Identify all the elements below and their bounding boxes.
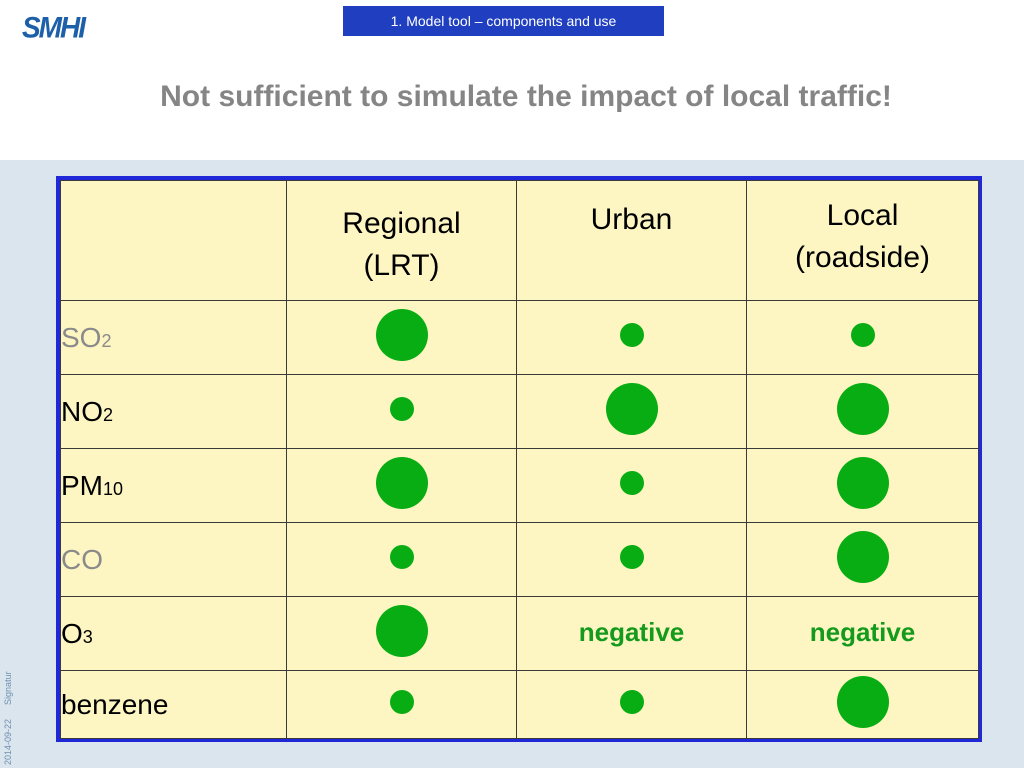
corner-cell — [60, 180, 287, 301]
impact-cell — [286, 448, 517, 523]
pollutant-subscript: 2 — [103, 404, 114, 425]
negative-impact-label: negative — [578, 617, 685, 647]
large-impact-dot-icon — [836, 457, 889, 509]
impact-cell — [516, 300, 747, 375]
slide-title: Not sufficient to simulate the impact of… — [160, 80, 892, 113]
impact-cell — [516, 374, 747, 449]
impact-cell — [746, 448, 979, 523]
impact-cell — [746, 300, 979, 375]
impact-cell: negative — [516, 596, 747, 671]
negative-impact-label: negative — [809, 617, 916, 647]
large-impact-dot-icon — [375, 605, 428, 657]
impact-cell — [746, 670, 979, 739]
pollutant-name: SO — [61, 321, 102, 353]
footer-signature: Signatur — [3, 671, 13, 705]
table-row: SO2 — [60, 300, 979, 375]
large-impact-dot-icon — [836, 531, 889, 583]
section-tag: 1. Model tool – components and use — [343, 6, 664, 36]
small-impact-dot-icon — [619, 323, 644, 347]
row-label-no2: NO2 — [60, 374, 287, 449]
large-impact-dot-icon — [836, 676, 889, 728]
row-label-co: CO — [60, 522, 287, 597]
row-label-pm10: PM10 — [60, 448, 287, 523]
smhi-logo: SMHI — [22, 11, 86, 44]
pollutant-name: NO — [61, 395, 103, 427]
small-impact-dot-icon — [389, 397, 414, 421]
large-impact-dot-icon — [375, 309, 428, 361]
impact-cell — [286, 374, 517, 449]
large-impact-dot-icon — [605, 383, 658, 435]
col-header-line1: Regional — [342, 207, 461, 240]
large-impact-dot-icon — [375, 457, 428, 509]
pollutant-name: O — [61, 617, 83, 649]
pollutant-subscript: 10 — [103, 478, 124, 499]
col-header-line1: Urban — [590, 203, 673, 236]
impact-grid: Regional (LRT) Urban Local (roadside) SO… — [60, 180, 979, 739]
impact-cell — [516, 448, 747, 523]
col-header-line2: (LRT) — [363, 249, 440, 282]
side-footer: 2014-09-22 Signatur — [1, 640, 17, 765]
pollutant-subscript: 3 — [82, 626, 93, 647]
row-label-o3: O3 — [60, 596, 287, 671]
impact-cell — [286, 300, 517, 375]
small-impact-dot-icon — [389, 690, 414, 714]
small-impact-dot-icon — [850, 323, 875, 347]
header-row: Regional (LRT) Urban Local (roadside) — [60, 180, 979, 301]
pollutant-subscript: 2 — [101, 330, 112, 351]
pollutant-name: CO — [61, 543, 103, 575]
impact-cell — [286, 670, 517, 739]
row-label-benzene: benzene — [60, 670, 287, 739]
table-row: PM10 — [60, 448, 979, 523]
pollutant-name: benzene — [61, 688, 169, 720]
small-impact-dot-icon — [619, 690, 644, 714]
table-row: NO2 — [60, 374, 979, 449]
impact-cell — [516, 522, 747, 597]
row-label-so2: SO2 — [60, 300, 287, 375]
impact-table: Regional (LRT) Urban Local (roadside) SO… — [56, 176, 982, 742]
table-row: O3 negative negative — [60, 596, 979, 671]
col-header-local: Local (roadside) — [746, 180, 979, 301]
pollutant-name: PM — [61, 469, 103, 501]
impact-cell — [746, 374, 979, 449]
col-header-line2: (roadside) — [794, 241, 931, 274]
col-header-regional: Regional (LRT) — [286, 180, 517, 301]
impact-cell — [286, 596, 517, 671]
small-impact-dot-icon — [389, 545, 414, 569]
table-row: CO — [60, 522, 979, 597]
footer-date: 2014-09-22 — [3, 718, 13, 765]
small-impact-dot-icon — [619, 471, 644, 495]
table-row: benzene — [60, 670, 979, 739]
impact-cell — [516, 670, 747, 739]
impact-cell: negative — [746, 596, 979, 671]
impact-cell — [746, 522, 979, 597]
small-impact-dot-icon — [619, 545, 644, 569]
impact-cell — [286, 522, 517, 597]
col-header-line1: Local — [826, 199, 899, 232]
large-impact-dot-icon — [836, 383, 889, 435]
col-header-urban: Urban — [516, 180, 747, 301]
